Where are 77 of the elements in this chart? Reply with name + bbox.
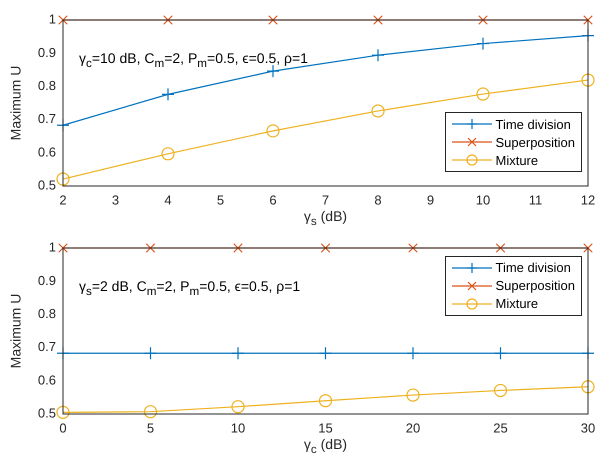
- legend-label: Mixture: [496, 296, 538, 312]
- x-tick-label: 0: [59, 420, 67, 436]
- point: [371, 104, 385, 118]
- point: [56, 406, 70, 419]
- point: [161, 147, 175, 160]
- x-tick-label: 30: [580, 420, 596, 436]
- point: [266, 124, 280, 138]
- y-tick-label: 0.9: [38, 44, 56, 60]
- annotation: γ$_{s}$=2 dB, C$_{m}$=2, P$_{m}$=0.5, ϵ=0.5, ρ=1: [79, 278, 300, 298]
- y-tick-label: 0.5: [38, 178, 56, 193]
- y-axis-title: Maximum U: [7, 66, 24, 140]
- y-tick-label: 1: [48, 239, 56, 254]
- point: [318, 346, 332, 360]
- point: [476, 87, 490, 101]
- point: [161, 88, 175, 101]
- y-tick-label: 1: [48, 12, 56, 27]
- legend-label: Time division: [496, 116, 571, 132]
- legend-label: Superposition: [496, 134, 575, 150]
- annotation: γ$_{c}$=10 dB, C$_{m}$=2, P$_{m}$=0.5, ϵ=0.5, ρ=1: [79, 50, 308, 70]
- point: [318, 394, 332, 408]
- x-tick-label: 8: [374, 192, 382, 208]
- point: [478, 15, 488, 25]
- y-tick-label: 0.6: [38, 372, 56, 388]
- x-axis-title: γ$_{s}$ (dB): [302, 208, 348, 228]
- x-tick-label: 5: [216, 192, 224, 208]
- point: [163, 15, 173, 25]
- point: [56, 172, 70, 186]
- x-tick-label: 20: [406, 420, 420, 436]
- point: [406, 346, 420, 360]
- x-tick-label: 12: [580, 192, 596, 208]
- legend-label: Mixture: [496, 152, 538, 168]
- point: [408, 242, 418, 253]
- point: [583, 15, 593, 25]
- x-tick-label: 10: [230, 420, 246, 436]
- y-tick-label: 0.9: [38, 272, 56, 288]
- point: [371, 48, 385, 62]
- y-tick-label: 0.8: [38, 306, 56, 321]
- x-tick-label: 4: [164, 192, 172, 208]
- point: [583, 242, 593, 253]
- y-tick-label: 0.6: [38, 144, 56, 160]
- point: [231, 346, 245, 360]
- legend-label: Time division: [496, 260, 571, 276]
- x-tick-label: 3: [112, 192, 120, 208]
- point: [476, 36, 490, 50]
- y-tick-label: 0.7: [38, 338, 56, 354]
- point: [496, 242, 506, 253]
- x-tick-label: 25: [493, 420, 508, 436]
- y-tick-label: 0.5: [38, 405, 56, 420]
- point: [320, 242, 330, 253]
- point: [58, 15, 68, 25]
- x-tick-label: 2: [59, 192, 67, 208]
- point: [146, 242, 156, 253]
- x-axis-title: γ$_{c}$ (dB): [302, 436, 348, 456]
- point: [144, 346, 158, 360]
- point: [406, 388, 420, 402]
- point: [266, 64, 280, 78]
- x-tick-label: 10: [476, 192, 490, 208]
- point: [231, 400, 245, 414]
- point: [144, 404, 158, 418]
- point: [373, 15, 383, 25]
- point: [581, 73, 595, 87]
- y-tick-label: 0.8: [38, 78, 56, 93]
- x-tick-label: 6: [269, 192, 277, 208]
- legend-label: Superposition: [496, 278, 575, 294]
- y-tick-label: 0.7: [38, 111, 56, 126]
- y-axis-title: Maximum U: [7, 293, 24, 368]
- point: [494, 384, 508, 397]
- x-tick-label: 11: [528, 192, 542, 208]
- x-tick-label: 7: [322, 192, 330, 208]
- point: [58, 242, 68, 253]
- point: [268, 15, 278, 25]
- x-tick-label: 9: [426, 192, 434, 208]
- point: [581, 380, 595, 394]
- x-tick-label: 15: [318, 420, 333, 436]
- point: [494, 346, 508, 360]
- point: [233, 242, 243, 253]
- x-tick-label: 5: [146, 420, 154, 436]
